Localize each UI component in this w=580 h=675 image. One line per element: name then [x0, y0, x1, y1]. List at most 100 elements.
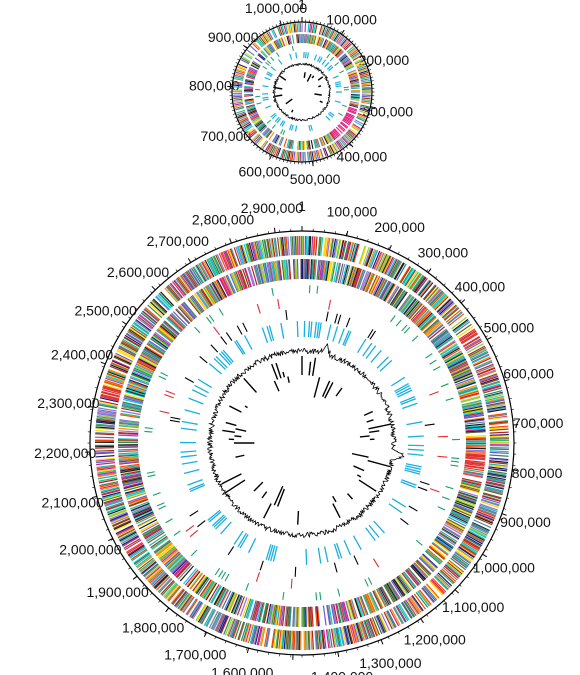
gc-skew-bar	[253, 481, 264, 492]
feature-mark	[118, 530, 137, 541]
minor-tick	[367, 644, 369, 648]
feature-mark	[130, 374, 150, 383]
feature-mark	[96, 464, 116, 469]
feature-mark	[476, 365, 495, 374]
feature-mark	[105, 502, 125, 511]
feature-mark	[401, 296, 415, 314]
feature-mark	[327, 42, 334, 51]
feature-mark	[256, 122, 265, 129]
feature-mark	[324, 260, 329, 281]
feature-mark	[335, 50, 344, 58]
feature-mark	[311, 630, 314, 650]
feature-mark	[426, 583, 440, 599]
feature-mark	[354, 119, 364, 125]
feature-mark	[192, 574, 206, 592]
feature-mark	[356, 116, 365, 122]
minor-tick	[237, 123, 240, 126]
minor-tick	[110, 345, 114, 348]
feature-mark	[210, 344, 219, 353]
feature-mark	[396, 263, 407, 281]
feature-mark	[101, 391, 120, 398]
feature-mark	[400, 398, 416, 406]
feature-mark	[448, 514, 468, 525]
feature-mark	[469, 527, 487, 538]
feature-mark	[465, 454, 486, 457]
feature-mark	[440, 303, 456, 317]
feature-mark	[426, 548, 443, 563]
feature-mark	[112, 359, 131, 369]
feature-mark	[291, 236, 294, 256]
feature-mark	[450, 512, 469, 522]
feature-mark	[330, 44, 337, 53]
feature-mark	[460, 332, 478, 344]
feature-mark	[308, 125, 311, 132]
feature-mark	[391, 288, 404, 307]
feature-mark	[124, 487, 145, 494]
feature-mark	[201, 288, 213, 306]
feature-mark	[296, 151, 299, 161]
feature-mark	[150, 338, 168, 351]
feature-mark	[186, 598, 199, 616]
minor-tick	[245, 135, 248, 138]
feature-mark	[431, 330, 449, 344]
feature-mark	[128, 545, 146, 558]
feature-mark	[349, 100, 360, 104]
feature-mark	[103, 494, 122, 502]
feature-mark	[430, 292, 445, 307]
minor-tick	[336, 152, 339, 155]
feature-mark	[284, 150, 289, 160]
feature-mark	[416, 311, 432, 327]
feature-mark	[278, 605, 283, 626]
feature-mark	[243, 268, 252, 288]
feature-mark	[211, 282, 222, 301]
position-label: 600,000	[239, 163, 290, 179]
feature-mark	[281, 149, 286, 159]
feature-mark	[157, 545, 175, 559]
feature-mark	[249, 131, 258, 138]
feature-mark	[245, 101, 255, 105]
feature-mark	[442, 348, 461, 360]
feature-mark	[358, 68, 368, 73]
feature-mark	[160, 580, 175, 595]
feature-mark	[349, 49, 358, 57]
feature-mark	[353, 268, 361, 288]
feature-mark	[335, 85, 342, 88]
feature-mark	[321, 26, 326, 36]
feature-mark	[265, 32, 271, 42]
feature-mark	[245, 582, 250, 591]
feature-mark	[133, 551, 150, 564]
feature-mark	[199, 579, 212, 597]
feature-mark	[466, 533, 484, 544]
feature-mark	[352, 243, 359, 263]
feature-mark	[145, 566, 161, 580]
feature-mark	[385, 257, 395, 276]
minor-tick	[397, 251, 400, 255]
feature-mark	[455, 377, 475, 386]
feature-mark	[265, 129, 272, 138]
minor-tick	[234, 65, 237, 68]
feature-mark	[172, 589, 186, 606]
feature-mark	[485, 399, 505, 405]
position-tick	[501, 513, 507, 516]
feature-mark	[121, 340, 139, 351]
feature-mark	[183, 301, 198, 318]
feature-mark	[444, 352, 464, 364]
feature-mark	[228, 593, 238, 613]
feature-mark	[334, 239, 339, 258]
feature-mark	[271, 238, 276, 258]
feature-mark	[248, 109, 257, 115]
feature-mark	[212, 612, 223, 631]
feature-mark	[118, 458, 139, 462]
feature-mark	[332, 46, 339, 55]
feature-mark	[106, 375, 125, 383]
feature-mark	[96, 465, 116, 470]
feature-mark	[368, 592, 379, 612]
feature-mark	[234, 74, 244, 79]
feature-mark	[349, 266, 357, 287]
minor-tick	[101, 365, 105, 368]
minor-tick	[316, 21, 318, 24]
feature-mark	[261, 50, 269, 58]
minor-tick	[231, 106, 234, 108]
feature-mark	[107, 371, 126, 379]
